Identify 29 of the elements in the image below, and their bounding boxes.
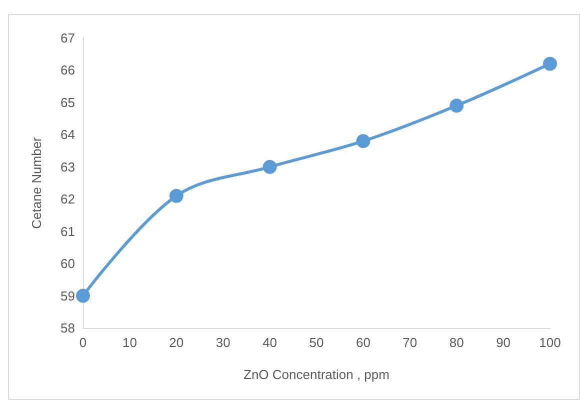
- y-tick-label: 65: [60, 94, 75, 110]
- x-tick-label: 60: [356, 335, 370, 350]
- point: [169, 188, 184, 203]
- x-tick-label: 90: [496, 335, 511, 350]
- x-tick-label: 20: [169, 335, 184, 350]
- x-tick-label: 10: [122, 335, 137, 350]
- x-tick-label: 50: [309, 335, 324, 350]
- point: [76, 288, 90, 303]
- y-axis-title: Cetane Number: [29, 136, 44, 229]
- y-tick-label: 64: [60, 127, 75, 142]
- y-tick-label: 66: [60, 62, 75, 78]
- x-tick-label: 0: [79, 335, 87, 350]
- x-tick-label: 40: [262, 335, 278, 350]
- y-tick-label: 61: [60, 224, 75, 239]
- y-tick-label: 60: [60, 256, 75, 272]
- x-tick-label: 70: [402, 335, 418, 350]
- x-tick-label: 100: [539, 335, 561, 350]
- y-tick-label: 62: [60, 192, 75, 207]
- y-tick-label: 58: [60, 320, 75, 336]
- point: [262, 160, 277, 174]
- x-tick-label: 30: [216, 335, 230, 350]
- point: [450, 98, 464, 113]
- x-tick-label: 80: [449, 335, 464, 350]
- point: [356, 134, 370, 148]
- y-tick-label: 63: [60, 159, 75, 174]
- y-tick-label: 59: [60, 288, 75, 304]
- point: [543, 56, 557, 71]
- x-axis-title: ZnO Concentration , ppm: [244, 367, 390, 382]
- y-tick-label: 67: [60, 30, 75, 46]
